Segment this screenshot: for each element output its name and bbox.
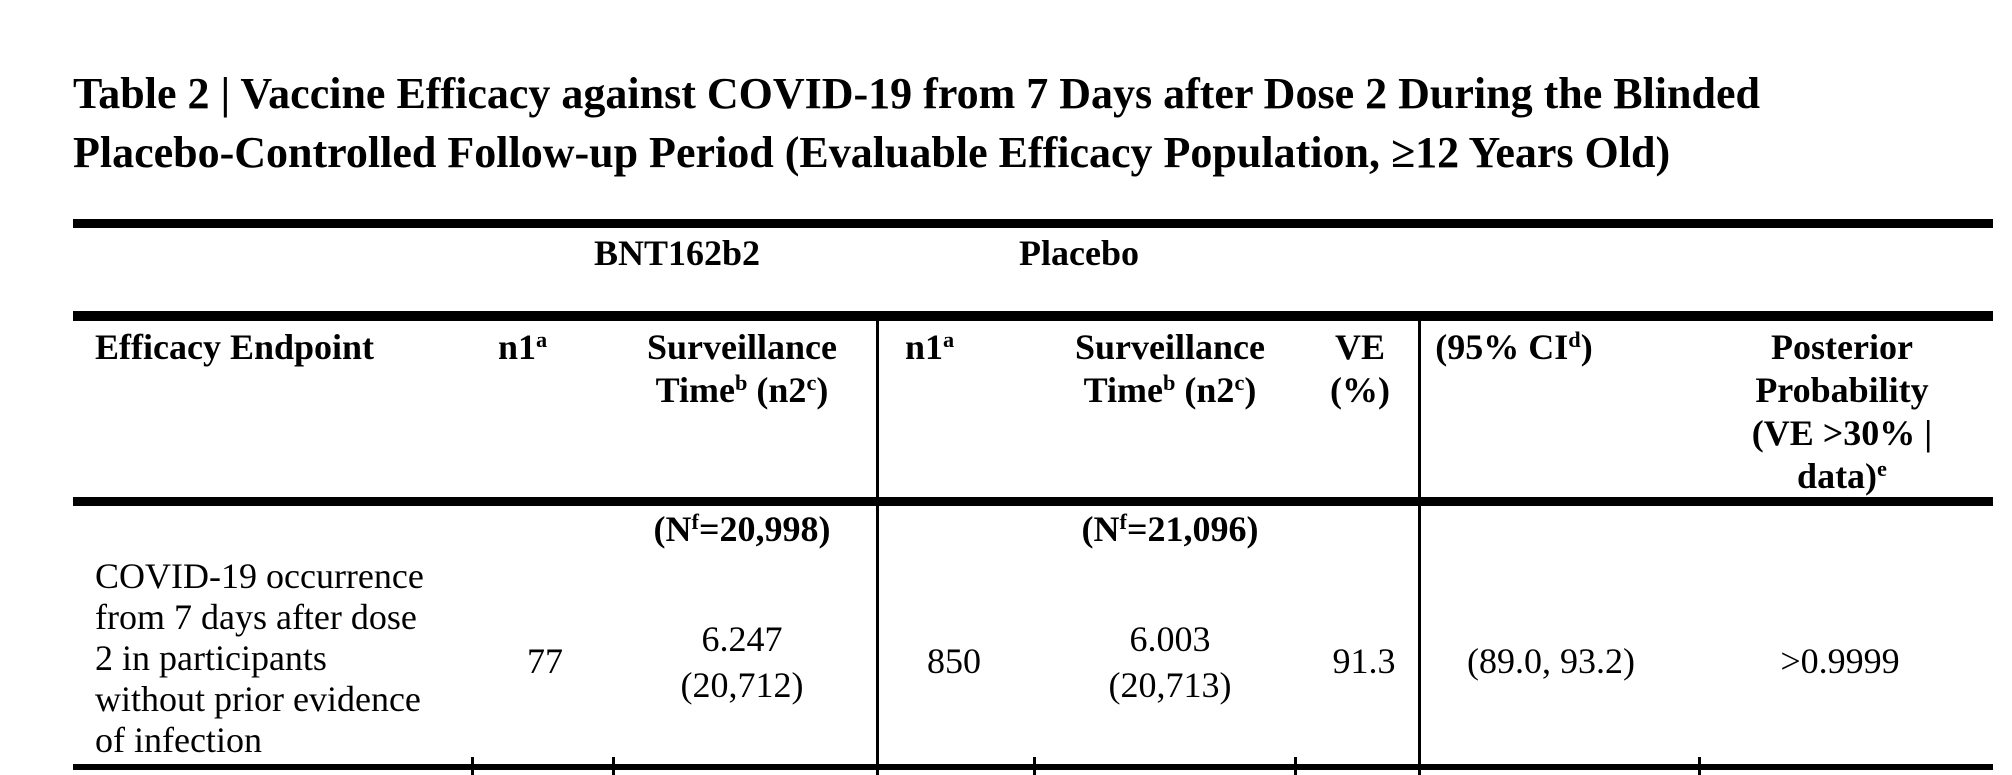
header-surveillance-time-placebo: Surveillance Timeb (n2c): [1020, 326, 1320, 412]
surveillance-n2-value: (20,713): [1108, 665, 1232, 705]
cell-n1-placebo: 850: [927, 641, 981, 681]
table-top-rule: [73, 219, 1993, 228]
table-caption: Table 2 | Vaccine Efficacy against COVID…: [73, 64, 1760, 182]
next-row-border-stub: [1698, 757, 1701, 775]
next-row-border-stub: [612, 757, 615, 775]
endpoint-description-line: 2 in participants: [95, 638, 327, 678]
cell-endpoint-description: COVID-19 occurrence from 7 days after do…: [95, 556, 424, 761]
header-posterior-line-2: Probability: [1755, 370, 1929, 410]
header-surveillance-line-2: Timeb (n2c): [1083, 369, 1257, 410]
ve-ci-divider: [1418, 311, 1421, 775]
header-ve-line-2: (%): [1330, 370, 1390, 410]
vaccine-placebo-divider: [876, 311, 879, 775]
header-ve-line-1: VE: [1334, 327, 1385, 367]
header-surveillance-line-2: Timeb (n2c): [655, 369, 829, 410]
header-surveillance-line-1: Surveillance: [1075, 327, 1265, 367]
cell-surveillance-time-placebo: 6.003 (20,713): [1020, 616, 1320, 708]
header-95-ci: (95% CId): [1435, 326, 1593, 367]
table-header-rule: [73, 311, 1993, 321]
header-ve-percent: VE (%): [1310, 326, 1410, 412]
header-efficacy-endpoint: Efficacy Endpoint: [95, 327, 375, 367]
header-posterior-line-1: Posterior: [1771, 327, 1913, 367]
header-n1-placebo: n1a: [905, 326, 955, 367]
endpoint-description-line: from 7 days after dose: [95, 597, 417, 637]
endpoint-description-line: without prior evidence: [95, 679, 421, 719]
header-surveillance-time-vaccine: Surveillance Timeb (n2c): [592, 326, 892, 412]
subheader-n-placebo: (Nf=21,096): [1081, 508, 1259, 549]
surveillance-n2-value: (20,712): [680, 665, 804, 705]
surveillance-time-value: 6.247: [701, 619, 783, 659]
group-header-bnt162b2: BNT162b2: [593, 233, 761, 273]
endpoint-description-line: of infection: [95, 720, 262, 760]
table-caption-line-2: Placebo-Controlled Follow-up Period (Eva…: [73, 128, 1671, 177]
next-row-border-stub: [1294, 757, 1297, 775]
table-subheader-rule: [73, 497, 1993, 506]
group-header-placebo: Placebo: [1019, 233, 1139, 273]
endpoint-description-line: COVID-19 occurrence: [95, 556, 424, 596]
cell-posterior-probability: >0.9999: [1780, 641, 1900, 681]
header-posterior-probability: Posterior Probability (VE >30% | data)e: [1692, 326, 1992, 498]
cell-surveillance-time-vaccine: 6.247 (20,712): [592, 616, 892, 708]
surveillance-time-value: 6.003: [1129, 619, 1211, 659]
header-surveillance-line-1: Surveillance: [647, 327, 837, 367]
subheader-n-vaccine: (Nf=20,998): [653, 508, 831, 549]
header-posterior-line-4: data)e: [1797, 455, 1887, 496]
header-posterior-line-3: (VE >30% |: [1751, 413, 1933, 453]
cell-n1-vaccine: 77: [527, 641, 563, 681]
cell-95-ci: (89.0, 93.2): [1467, 641, 1635, 681]
cell-ve: 91.3: [1332, 641, 1396, 681]
header-n1-vaccine: n1a: [498, 326, 548, 367]
table-caption-line-1: Table 2 | Vaccine Efficacy against COVID…: [73, 69, 1760, 118]
next-row-border-stub: [1033, 757, 1036, 775]
next-row-border-stub: [471, 757, 474, 775]
